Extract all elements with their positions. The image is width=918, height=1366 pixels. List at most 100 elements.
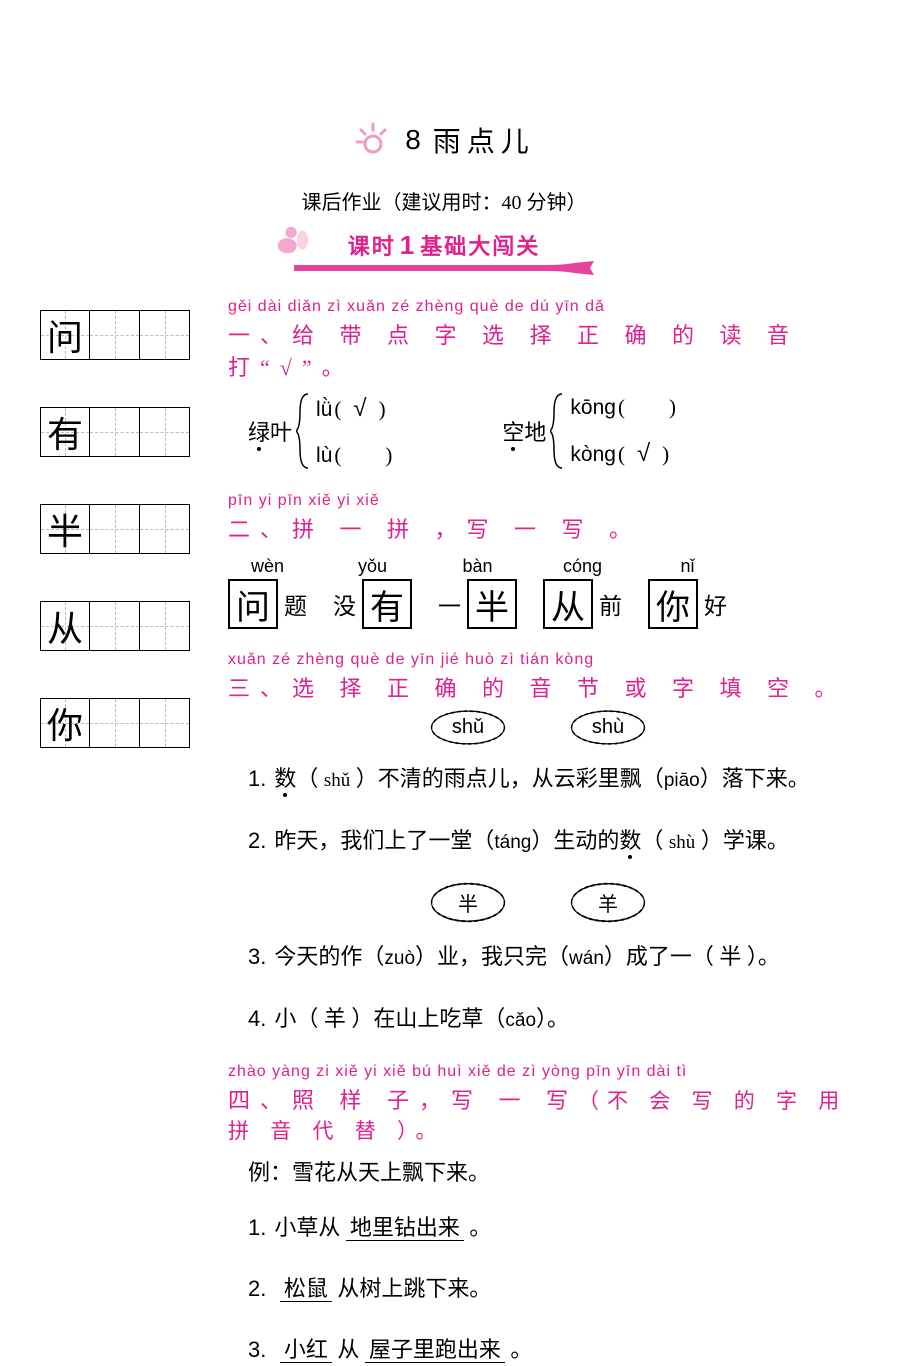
section4-heading: zhào yàng zi xiě yi xiě bú huì xiě de zì… <box>228 1063 848 1145</box>
question-1: 1.数（ shǔ ）不清的雨点儿，从云彩里飘（piāo）落下来。 <box>248 762 848 796</box>
check-mark: √ <box>343 395 376 423</box>
q-text: 。 <box>510 1337 532 1362</box>
q-text: 从树上跳下来。 <box>337 1276 491 1301</box>
section2-title: 二、拼 一 拼 ，写 一 写 。 <box>228 512 848 544</box>
pill-label: shù <box>592 716 624 738</box>
char-box[interactable]: 有 <box>362 579 412 629</box>
section4-pinyin: zhào yàng zi xiě yi xiě bú huì xiě de zì… <box>228 1063 848 1081</box>
grid-char: 有 <box>41 408 89 456</box>
option-pinyin: lǜ <box>316 398 332 422</box>
char-box[interactable]: 半 <box>467 579 517 629</box>
option-pinyin: lù <box>316 444 332 468</box>
s4-question-3: 3. 小红 从 屋子里跑出来 。 <box>248 1333 848 1366</box>
answer[interactable]: 羊 <box>324 1006 346 1031</box>
option[interactable]: lù() <box>316 443 392 468</box>
char-lead: 一 <box>438 587 461 629</box>
brace-icon <box>550 392 566 470</box>
question-3: 3.今天的作（zuò）业，我只完（wán）成了一（ 半 ）。 <box>248 940 848 974</box>
subtitle: 课后作业（建议用时：40 分钟） <box>40 186 848 215</box>
section3-pinyin: xuǎn zé zhèng què de yīn jié huò zì tián… <box>228 651 848 669</box>
grid-char: 半 <box>41 505 89 553</box>
grid-char: 问 <box>41 311 89 359</box>
dotted-char: 空 <box>502 420 524 445</box>
pill-option[interactable]: shù <box>573 713 643 742</box>
section4-title: 四、照 样 子，写 一 写（不 会 写 的 字 用 拼 音 代 替 ）。 <box>228 1083 848 1145</box>
char-grid: 问 <box>40 310 190 360</box>
banner-row: 课时1基础大闯关 <box>40 229 848 280</box>
option[interactable]: kōng() <box>570 395 676 420</box>
question-2: 2.昨天，我们上了一堂（táng）生动的数（ shù ）学课。 <box>248 824 848 858</box>
banner-underline <box>294 261 594 275</box>
banner-num: 1 <box>400 230 416 260</box>
dotted-char: 绿 <box>248 420 270 445</box>
pill-row-2: 半 羊 <box>228 885 848 920</box>
char-pinyin: wèn <box>251 556 284 577</box>
char-grid: 你 <box>40 698 190 748</box>
answer[interactable]: 小红 <box>280 1337 332 1363</box>
banner-text: 课时1基础大闯关 <box>348 234 541 259</box>
char-box[interactable]: 问 <box>228 579 278 629</box>
section1-pinyin: gěi dài diǎn zì xuǎn zé zhèng què de dú … <box>228 298 848 316</box>
question-4: 4.小（ 羊 ）在山上吃草（cǎo）。 <box>248 1002 848 1036</box>
example-line: 例：雪花从天上飘下来。 <box>248 1155 848 1187</box>
char-tail: 题 <box>284 587 307 629</box>
char-input: yǒu 没 有 <box>333 556 412 629</box>
section1-title: 一、给 带 点 字 选 择 正 确 的 读 音 打“√”。 <box>228 318 848 382</box>
section2-heading: pīn yi pīn xiě yi xiě 二、拼 一 拼 ，写 一 写 。 <box>228 492 848 544</box>
answer[interactable]: shù <box>669 832 695 853</box>
s4-question-1: 1.小草从 地里钻出来 。 <box>248 1211 848 1244</box>
char-pinyin: bàn <box>462 556 492 577</box>
char-grid: 半 <box>40 504 190 554</box>
option[interactable]: kòng(√) <box>570 440 676 468</box>
answer[interactable]: shǔ <box>324 770 350 791</box>
pill-label: 半 <box>458 894 478 916</box>
check-mark: √ <box>627 440 660 468</box>
char-tail: 前 <box>599 587 622 629</box>
section3-heading: xuǎn zé zhèng què de yīn jié huò zì tián… <box>228 651 848 703</box>
brace-icon <box>296 392 312 470</box>
section1-body: 绿叶 lǜ(√) lù() 空地 kōng() kòng(√) <box>248 392 848 470</box>
char-input: cóng 从 前 <box>543 556 622 629</box>
answer[interactable]: 屋子里跑出来 <box>365 1337 505 1363</box>
fairy-icon <box>274 221 312 259</box>
section1-heading: gěi dài diǎn zì xuǎn zé zhèng què de dú … <box>228 298 848 382</box>
pill-option[interactable]: 羊 <box>573 885 643 920</box>
pill-label: 羊 <box>598 894 618 916</box>
char-pinyin: nǐ <box>680 556 694 577</box>
sidebar-char-grids: 问 有 半 从 你 <box>40 310 190 795</box>
char-pinyin: cóng <box>563 556 602 577</box>
char-grid: 有 <box>40 407 190 457</box>
section2-body: wèn 问 题 yǒu 没 有 bàn 一 半 <box>228 556 848 629</box>
choice-group-1: 绿叶 lǜ(√) lù() <box>248 392 392 470</box>
pill-label: shǔ <box>452 716 484 738</box>
char-tail: 好 <box>704 587 727 629</box>
answer[interactable]: 地里钻出来 <box>346 1215 464 1241</box>
section4-title-a: 四、照 样 子，写 一 写 <box>228 1088 578 1113</box>
section2-pinyin: pīn yi pīn xiě yi xiě <box>228 492 848 510</box>
option-pinyin: kōng <box>570 396 616 420</box>
grid-char: 你 <box>41 699 89 747</box>
q-text: 。 <box>469 1215 491 1240</box>
char-grid: 从 <box>40 601 190 651</box>
q-text: 小草从 <box>274 1215 340 1240</box>
banner-suffix: 基础大闯关 <box>420 234 540 259</box>
page-title-row: 8 雨点儿 <box>40 120 848 160</box>
option-pinyin: kòng <box>570 443 616 467</box>
char-lead: 没 <box>333 587 356 629</box>
sun-icon <box>353 120 393 160</box>
s4-question-2: 2. 松鼠 从树上跳下来。 <box>248 1272 848 1305</box>
section3-title: 三、选 择 正 确 的 音 节 或 字 填 空 。 <box>228 671 848 703</box>
pill-option[interactable]: shǔ <box>433 713 503 742</box>
char-input: bàn 一 半 <box>438 556 517 629</box>
pill-option[interactable]: 半 <box>433 885 503 920</box>
answer[interactable]: 半 <box>719 944 741 969</box>
answer[interactable]: 松鼠 <box>280 1276 332 1302</box>
lesson-number: 8 <box>405 124 421 156</box>
option[interactable]: lǜ(√) <box>316 395 392 423</box>
char-input: nǐ 你 好 <box>648 556 727 629</box>
pill-row-1: shǔ shù <box>228 713 848 742</box>
char-box[interactable]: 从 <box>543 579 593 629</box>
char-input: wèn 问 题 <box>228 556 307 629</box>
q-text: 从 <box>337 1337 359 1362</box>
char-box[interactable]: 你 <box>648 579 698 629</box>
